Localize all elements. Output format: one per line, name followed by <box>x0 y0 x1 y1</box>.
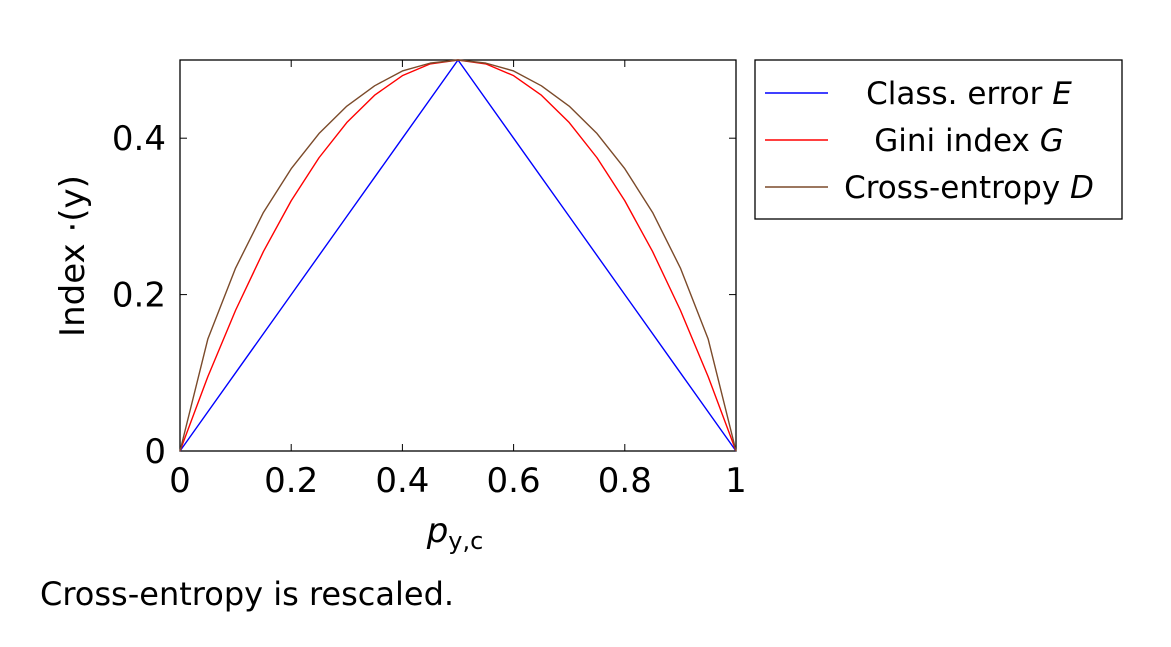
legend: Class. error E Gini index G Cross-entropy … <box>754 59 1123 220</box>
x-tick-label: 1 <box>725 461 747 501</box>
y-tick-label: 0.2 <box>112 276 166 316</box>
legend-label: Cross-entropy D <box>844 170 1094 206</box>
x-tick-label: 0.6 <box>487 461 541 501</box>
legend-series-name: Class. error <box>866 76 1052 112</box>
axis-ticks <box>179 60 737 452</box>
legend-series-symbol: D <box>1070 170 1094 206</box>
x-axis-title: py,c <box>426 511 484 555</box>
legend-series-symbol: E <box>1052 76 1072 112</box>
legend-series-name: Gini index <box>874 123 1039 159</box>
plot-frame <box>179 59 737 452</box>
series-line-1 <box>179 59 737 452</box>
series-layer <box>179 59 737 452</box>
y-axis-title: Index ·(y) <box>53 175 93 337</box>
y-tick-label: 0.4 <box>112 119 166 159</box>
chart: 0 0.2 0.4 0.6 0.8 1 0 0.2 0.4 py,c Index ·(y) Cl… <box>53 59 1123 555</box>
series-line-2 <box>179 59 737 452</box>
caption: Cross-entropy is rescaled. <box>40 575 455 613</box>
x-tick-label: 0.2 <box>264 461 318 501</box>
y-tick-label: 0 <box>144 432 166 472</box>
tick-labels: 0 0.2 0.4 0.6 0.8 1 0 0.2 0.4 <box>112 119 747 501</box>
legend-label: Gini index G <box>874 123 1063 159</box>
legend-box <box>754 59 1123 220</box>
legend-series-symbol: G <box>1040 123 1064 159</box>
x-tick-label: 0.4 <box>375 461 429 501</box>
legend-label: Class. error E <box>866 76 1072 112</box>
x-tick-label: 0.8 <box>598 461 652 501</box>
legend-series-name: Cross-entropy <box>844 170 1070 206</box>
series-line-0 <box>179 59 737 452</box>
x-tick-label: 0 <box>169 461 191 501</box>
plot-area <box>179 59 737 452</box>
